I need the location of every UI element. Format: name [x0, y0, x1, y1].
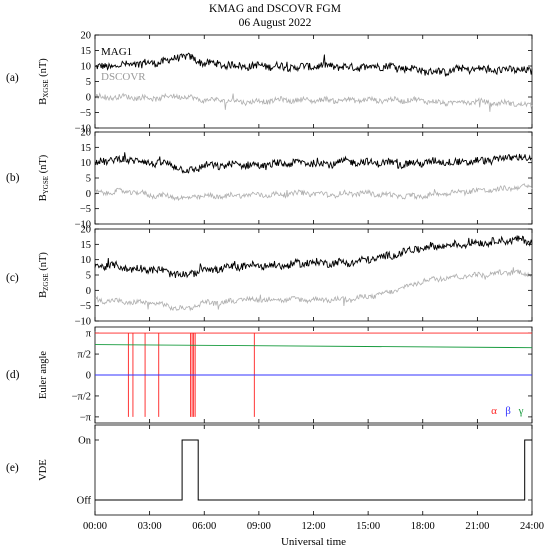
y-tick-label: Off — [77, 496, 92, 507]
y-tick-label: π — [86, 329, 92, 340]
y-tick-label: −10 — [75, 124, 91, 135]
series-line-mag1 — [94, 52, 533, 78]
x-tick-label: 21:00 — [465, 521, 489, 532]
y-tick-label: 0 — [86, 286, 91, 297]
y-tick-label: 10 — [81, 62, 92, 73]
y-axis-label: BYGSE (nT) — [38, 154, 50, 201]
series-line-mag1 — [94, 152, 533, 174]
series-line-dscovr — [94, 92, 533, 112]
plot-frame — [94, 424, 533, 516]
y-tick-label: 0 — [86, 371, 91, 382]
x-tick-label: 12:00 — [302, 521, 326, 532]
panel-a: 20 15 10 5 0 −5 −10 BXGSE (nT) MAG1 DSCOVR — [38, 31, 533, 135]
annotation-mag1: MAG1 — [101, 46, 132, 58]
x-axis-label: Universal time — [281, 536, 346, 548]
y-tick-label: −π — [80, 412, 92, 423]
y-tick-label: 15 — [81, 240, 92, 251]
y-axis-label: VDE — [38, 459, 49, 481]
y-tick-label: −π/2 — [72, 391, 91, 402]
series-line-dscovr — [94, 183, 533, 202]
y-tick-label: −10 — [75, 317, 91, 328]
legend-beta: β — [505, 405, 511, 417]
x-tick-label: 24:00 — [520, 521, 544, 532]
y-tick-label: −5 — [80, 301, 91, 312]
annotation-dscovr: DSCOVR — [101, 71, 146, 83]
y-tick-label: 20 — [81, 31, 92, 42]
panel-d: π π/2 0 −π/2 −π Euler angle α β γ — [38, 326, 533, 424]
chart-date: 06 August 2022 — [238, 17, 312, 29]
panel-label-a: (a) — [6, 72, 19, 84]
series-line-mag1 — [94, 235, 533, 279]
panel-label-e: (e) — [6, 462, 19, 474]
y-tick-label: 0 — [86, 189, 91, 200]
y-tick-label: 5 — [86, 174, 91, 185]
legend-gamma: γ — [518, 405, 524, 417]
y-tick-label: −10 — [75, 220, 91, 231]
y-tick-label: 20 — [81, 225, 92, 236]
y-tick-label: 10 — [81, 158, 92, 169]
panel-label-d: (d) — [6, 369, 20, 381]
y-axis-label: BZGSE (nT) — [38, 252, 50, 298]
series-line-dscovr — [94, 267, 533, 312]
y-tick-label: 20 — [81, 128, 92, 139]
y-axis-label: BXGSE (nT) — [38, 58, 50, 105]
y-tick-label: 10 — [81, 255, 92, 266]
y-tick-label: 5 — [86, 77, 91, 88]
y-axis-label: Euler angle — [38, 351, 49, 399]
y-tick-label: 5 — [86, 271, 91, 282]
y-tick-label: 15 — [81, 143, 92, 154]
x-tick-label: 15:00 — [356, 521, 380, 532]
plot-frame — [94, 34, 533, 129]
plot-frame — [94, 228, 533, 322]
y-tick-label: On — [78, 436, 92, 447]
series-line-vde — [95, 439, 532, 501]
x-tick-label: 00:00 — [83, 521, 107, 532]
panel-b: 20 15 10 5 0 −5 −10 BYGSE (nT) — [38, 128, 533, 231]
panel-e: On Off 00:00 03:00 06:00 09:00 12:00 15:00 18:00… — [38, 424, 544, 548]
panel-c: 20 15 10 5 0 −5 −10 BZGSE (nT) — [38, 225, 533, 328]
x-tick-label: 03:00 — [138, 521, 162, 532]
plot-frame — [94, 131, 533, 225]
y-tick-label: 15 — [81, 46, 92, 57]
x-tick-label: 09:00 — [247, 521, 271, 532]
x-tick-label: 06:00 — [192, 521, 216, 532]
series-line-γ — [94, 344, 533, 349]
y-tick-label: −5 — [80, 108, 91, 119]
panel-label-b: (b) — [6, 172, 20, 184]
legend-alpha: α — [491, 405, 497, 417]
chart-title: KMAG and DSCOVR FGM — [209, 3, 341, 15]
x-tick-label: 18:00 — [411, 521, 435, 532]
y-tick-label: 0 — [86, 93, 91, 104]
y-tick-label: −5 — [80, 204, 91, 215]
panel-label-c: (c) — [6, 272, 19, 284]
y-tick-label: π/2 — [78, 350, 91, 361]
